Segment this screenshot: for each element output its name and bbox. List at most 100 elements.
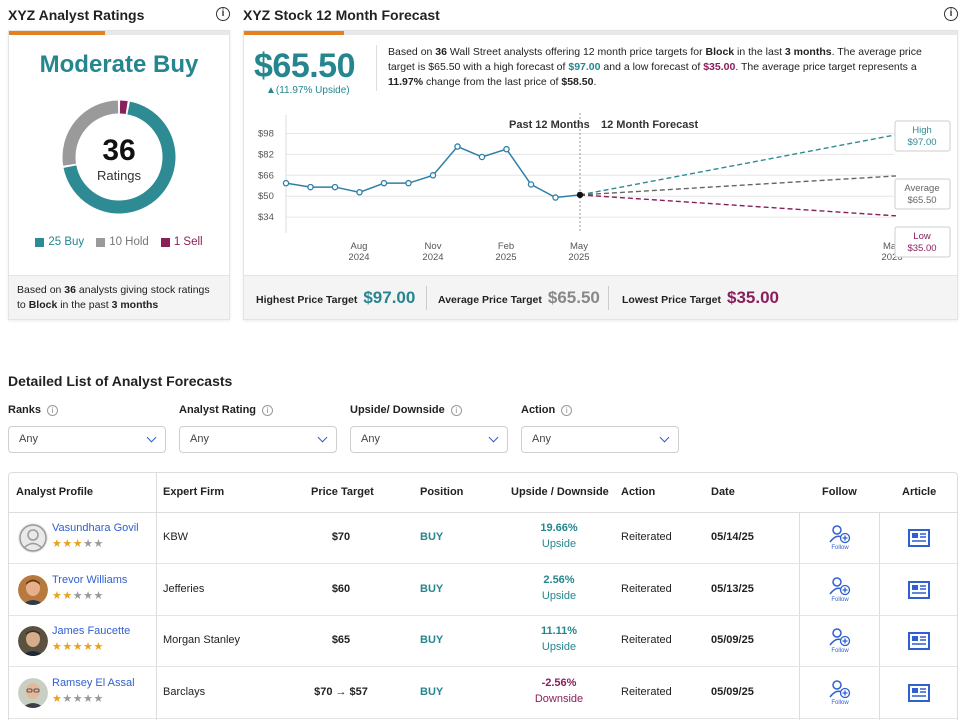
follow-icon bbox=[829, 525, 851, 544]
upside-downside-direction: Upside bbox=[541, 538, 577, 550]
follow-icon bbox=[829, 628, 851, 647]
avatar[interactable] bbox=[18, 677, 48, 708]
star-icon: ★ bbox=[52, 641, 63, 653]
info-icon[interactable]: i bbox=[47, 404, 59, 416]
article-button[interactable] bbox=[908, 529, 930, 550]
info-icon[interactable]: i bbox=[944, 7, 958, 21]
star-icon: ★ bbox=[93, 692, 104, 705]
forecast-label-box bbox=[894, 226, 951, 258]
info-icon[interactable]: i bbox=[450, 404, 462, 416]
price-point bbox=[380, 179, 388, 187]
follow-label: Follow bbox=[831, 648, 849, 654]
desc-text: change from the last price of bbox=[423, 76, 562, 88]
desc-company: Block bbox=[705, 46, 735, 58]
article-button[interactable] bbox=[908, 580, 930, 602]
analyst-name-link[interactable]: James Faucette bbox=[52, 625, 131, 637]
price-point bbox=[356, 189, 363, 196]
header-date[interactable]: Date bbox=[711, 486, 735, 498]
article-button[interactable] bbox=[908, 683, 930, 705]
desc-text: Wall Street analysts offering 12 month p… bbox=[446, 46, 706, 58]
price-target: $65 bbox=[331, 634, 351, 646]
star-icon: ★ bbox=[52, 538, 63, 550]
ratings-card: Moderate Buy 36 Ratings 25 Buy 10 Hold 1… bbox=[8, 30, 230, 320]
desc-low: $35.00 bbox=[703, 61, 736, 73]
follow-label: Follow bbox=[831, 699, 849, 706]
position: BUY bbox=[420, 685, 444, 698]
footer-company: Block bbox=[28, 299, 58, 311]
header-price-target[interactable]: Price Target bbox=[311, 486, 374, 498]
star-icon: ★ bbox=[93, 538, 104, 550]
average-price-target: $65.50 bbox=[254, 47, 356, 85]
star-icon: ★ bbox=[72, 538, 84, 550]
accent-bar-track bbox=[344, 31, 957, 35]
action-select[interactable]: Any bbox=[521, 426, 679, 453]
star-rating: ★★★★★ bbox=[52, 692, 104, 705]
filter-label-text: Analyst Rating bbox=[179, 404, 257, 416]
y-tick-label: $66 bbox=[258, 170, 274, 181]
forecast-label-value: $65.50 bbox=[907, 195, 936, 206]
desc-text: . The average price target is $65.50 wit… bbox=[388, 46, 922, 73]
follow-button[interactable]: Follow bbox=[825, 627, 855, 654]
donut-sell-segment bbox=[119, 100, 128, 115]
desc-text: and a low forecast of bbox=[600, 61, 704, 73]
forecast-label-name: Low bbox=[913, 231, 931, 242]
sell-swatch bbox=[160, 237, 170, 247]
expert-firm: Barclays bbox=[163, 685, 206, 698]
price-targets-bar: Highest Price Target $97.00 Average Pric… bbox=[244, 275, 957, 319]
filter-label-text: Ranks bbox=[8, 404, 42, 416]
analyst-name-link[interactable]: Vasundhara Govil bbox=[52, 522, 139, 534]
header-expert-firm[interactable]: Expert Firm bbox=[163, 486, 225, 498]
follow-button[interactable]: Follow bbox=[825, 576, 855, 603]
header-analyst-profile[interactable]: Analyst Profile bbox=[16, 486, 94, 498]
header-action[interactable]: Action bbox=[621, 486, 656, 498]
article-icon bbox=[908, 632, 930, 650]
footer-text: Based on bbox=[17, 284, 65, 296]
star-rating: ★★★★★ bbox=[52, 589, 104, 602]
header-article: Article bbox=[902, 486, 937, 498]
x-tick-year: 2024 bbox=[422, 252, 443, 263]
follow-label: Follow bbox=[831, 596, 849, 603]
y-tick-label: $34 bbox=[258, 212, 274, 223]
header-position[interactable]: Position bbox=[420, 486, 464, 498]
date: 05/13/25 bbox=[711, 582, 754, 595]
ranks-select[interactable]: Any bbox=[8, 426, 166, 453]
info-icon[interactable]: i bbox=[216, 7, 230, 21]
info-icon[interactable]: i bbox=[561, 404, 573, 416]
legend-hold-label: 10 Hold bbox=[109, 236, 149, 248]
header-upside-downside[interactable]: Upside / Downside bbox=[511, 486, 609, 498]
price-point bbox=[282, 179, 290, 187]
avatar[interactable] bbox=[18, 626, 48, 656]
info-icon[interactable]: i bbox=[262, 404, 274, 416]
upside-downside-select-value: Any bbox=[361, 433, 380, 445]
avatar[interactable] bbox=[18, 574, 48, 605]
position: BUY bbox=[420, 531, 444, 543]
forecast-title: XYZ Stock 12 Month Forecast bbox=[243, 7, 440, 23]
analyst-forecast-table: Analyst Profile Expert Firm Price Target… bbox=[8, 472, 958, 720]
legend-buy: 25 Buy bbox=[35, 236, 84, 248]
forecast-line-high bbox=[579, 134, 897, 196]
x-tick-month: Nov bbox=[425, 241, 442, 252]
filter-action: Action i Any bbox=[521, 402, 679, 453]
date: 05/09/25 bbox=[711, 685, 754, 698]
upside-downside-select[interactable]: Any bbox=[350, 426, 508, 453]
filter-label-text: Action bbox=[521, 404, 556, 416]
ratings-legend: 25 Buy 10 Hold 1 Sell bbox=[9, 236, 229, 248]
accent-bar-track bbox=[105, 31, 229, 35]
analyst-name-link[interactable]: Ramsey El Assal bbox=[52, 676, 135, 689]
legend-sell-label: 1 Sell bbox=[173, 236, 203, 248]
desc-last-price: $58.50 bbox=[561, 76, 594, 88]
follow-button[interactable]: Follow bbox=[825, 679, 855, 706]
filter-upside-downside-label: Upside/ Downside i bbox=[350, 402, 508, 418]
star-icon: ★ bbox=[62, 538, 73, 550]
avatar[interactable] bbox=[18, 523, 48, 553]
star-icon: ★ bbox=[52, 589, 63, 602]
x-tick-year: 2026 bbox=[881, 252, 902, 263]
highest-target-label: Highest Price Target bbox=[256, 294, 358, 306]
analyst-name-link[interactable]: Trevor Williams bbox=[52, 573, 128, 586]
follow-button[interactable]: Follow bbox=[825, 524, 855, 551]
analyst-rating-select[interactable]: Any bbox=[179, 426, 337, 453]
article-button[interactable] bbox=[908, 632, 930, 653]
position: BUY bbox=[420, 582, 444, 595]
action: Reiterated bbox=[621, 582, 672, 595]
y-tick-label: $82 bbox=[258, 149, 274, 160]
